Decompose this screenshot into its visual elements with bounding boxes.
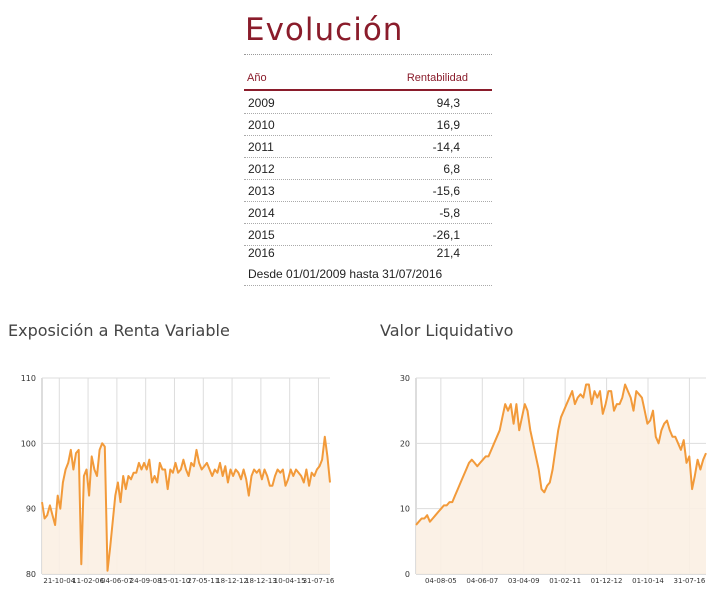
y-tick-label: 20 [400, 439, 410, 448]
row-value: 94,3 [436, 96, 460, 110]
footnote-text: Desde 01/01/2009 hasta 31/07/2016 [248, 267, 443, 281]
row-value: -15,6 [432, 184, 460, 198]
table-row: 2016 21,4 [244, 242, 492, 263]
row-year: 2009 [248, 96, 275, 110]
chart-title-nav: Valor Liquidativo [380, 321, 514, 340]
row-value: -14,4 [432, 140, 460, 154]
x-tick-label: 18-12-13 [245, 577, 277, 585]
y-tick-label: 110 [21, 374, 36, 383]
row-year: 2012 [248, 162, 275, 176]
x-tick-label: 03-04-09 [508, 577, 540, 585]
y-tick-label: 90 [26, 505, 36, 514]
row-year: 2011 [248, 140, 274, 154]
x-tick-label: 01-02-11 [549, 577, 581, 585]
series-area [42, 436, 330, 574]
y-tick-label: 10 [400, 505, 410, 514]
column-header-value: Rentabilidad [406, 72, 468, 84]
y-tick-label: 100 [21, 439, 36, 448]
y-tick-label: 30 [400, 374, 410, 383]
x-tick-label: 04-06-07 [101, 577, 133, 585]
x-tick-label: 10-04-15 [274, 577, 306, 585]
x-tick-label: 27-05-11 [187, 577, 219, 585]
exposure-chart: 110 100 90 80 21-10-0411-02-0604-06-0724-09-… [21, 374, 335, 585]
row-year: 2016 [248, 246, 275, 260]
chart-title-exposure: Exposición a Renta Variable [8, 321, 230, 340]
row-year: 2010 [248, 118, 275, 132]
series-area [416, 384, 706, 574]
table-row: 2011 -14,4 [244, 136, 492, 158]
row-year: 2014 [248, 206, 275, 220]
table-row: 2013 -15,6 [244, 180, 492, 202]
x-tick-label: 01-12-12 [591, 577, 623, 585]
page-title: Evolución [245, 12, 404, 48]
x-tick-label: 11-02-06 [72, 577, 104, 585]
x-tick-label: 31-07-16 [303, 577, 335, 585]
x-tick-label: 31-07-16 [674, 577, 706, 585]
title-divider [244, 54, 492, 55]
row-value: 6,8 [443, 162, 460, 176]
table-header: Año Rentabilidad [244, 68, 492, 88]
table-header-rule [244, 89, 492, 91]
y-tick-label: 80 [26, 570, 36, 579]
row-value: -5,8 [439, 206, 460, 220]
series-line [415, 383, 707, 526]
x-tick-label: 18-12-12 [216, 577, 248, 585]
x-tick-label: 21-10-04 [43, 577, 75, 585]
x-tick-label: 04-08-05 [425, 577, 457, 585]
table-row: 2014 -5,8 [244, 202, 492, 224]
row-year: 2015 [248, 228, 275, 242]
x-tick-label: 15-01-10 [159, 577, 191, 585]
column-header-year: Año [247, 72, 267, 84]
nav-chart: 30 20 10 0 04-08-05 04-06-07 03-04-09 01-02-11 0… [400, 374, 707, 585]
table-row: 2012 6,8 [244, 158, 492, 180]
table-row: 2010 16,9 [244, 114, 492, 136]
table-footnote: Desde 01/01/2009 hasta 31/07/2016 [244, 263, 492, 286]
row-value: 21,4 [436, 246, 460, 260]
row-value: -26,1 [432, 228, 460, 242]
series-line [41, 435, 331, 572]
row-year: 2013 [248, 184, 275, 198]
x-tick-label: 01-10-14 [632, 577, 664, 585]
x-tick-label: 24-09-08 [130, 577, 162, 585]
x-tick-label: 04-06-07 [466, 577, 498, 585]
y-tick-label: 0 [405, 570, 410, 579]
table-row: 2015 -26,1 [244, 224, 492, 246]
row-value: 16,9 [436, 118, 460, 132]
table-row: 2009 94,3 [244, 92, 492, 114]
